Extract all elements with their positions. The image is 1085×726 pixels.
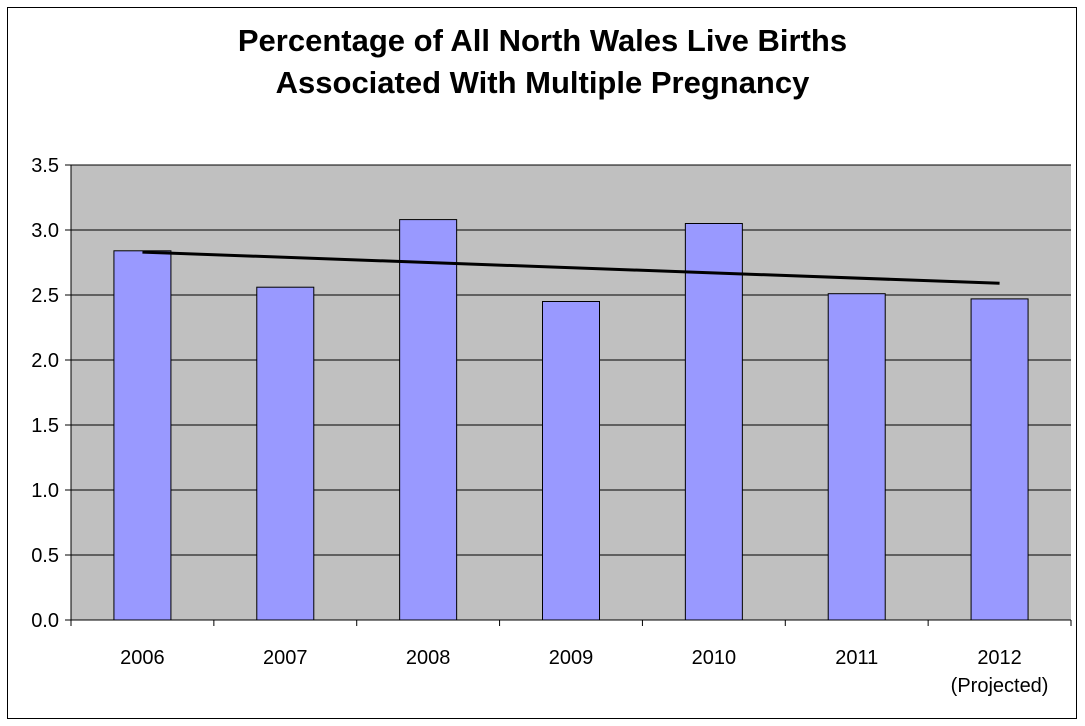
y-tick-label: 0.0: [31, 610, 59, 632]
x-tick-label: 2011: [835, 647, 878, 669]
y-tick-label: 3.5: [31, 155, 59, 177]
bars: [113, 219, 1029, 621]
y-tick-label: 2.0: [31, 350, 59, 372]
x-tick-label: 2007: [263, 647, 308, 669]
x-tick-sublabel: (Projected): [951, 675, 1049, 697]
x-tick-label: 2006: [120, 647, 165, 669]
x-tick-label: 2010: [692, 647, 737, 669]
bar: [684, 223, 743, 621]
y-tick-labels: 0.0 0.5 1.0 1.5 2.0 2.5 3.0 3.5: [31, 155, 59, 632]
bar: [827, 293, 886, 621]
bar: [542, 301, 600, 621]
bar: [113, 250, 172, 621]
x-tick-label: 2012: [977, 647, 1022, 669]
bar: [399, 219, 458, 621]
bar: [256, 286, 315, 621]
chart-title-line-1: Percentage of All North Wales Live Birth…: [237, 23, 848, 58]
axes: [65, 164, 1072, 626]
trendline: [142, 250, 1000, 285]
y-tick-label: 3.0: [31, 220, 59, 242]
x-tick-label: 2008: [406, 647, 451, 669]
y-tick-label: 1.0: [31, 480, 59, 502]
chart-title-line-2: Associated With Multiple Pregnancy: [275, 65, 810, 100]
bar: [970, 298, 1029, 621]
y-tick-label: 2.5: [31, 285, 59, 307]
y-tick-label: 1.5: [31, 415, 59, 437]
x-tick-label: 2009: [549, 647, 594, 669]
chart-title: Percentage of All North Wales Live Birth…: [0, 20, 1085, 104]
x-tick-labels: 2006 2007 2008 2009 2010 2011 2012 (Projected): [120, 647, 1048, 697]
y-tick-label: 0.5: [31, 545, 59, 567]
trendline-group: [142, 250, 1000, 285]
